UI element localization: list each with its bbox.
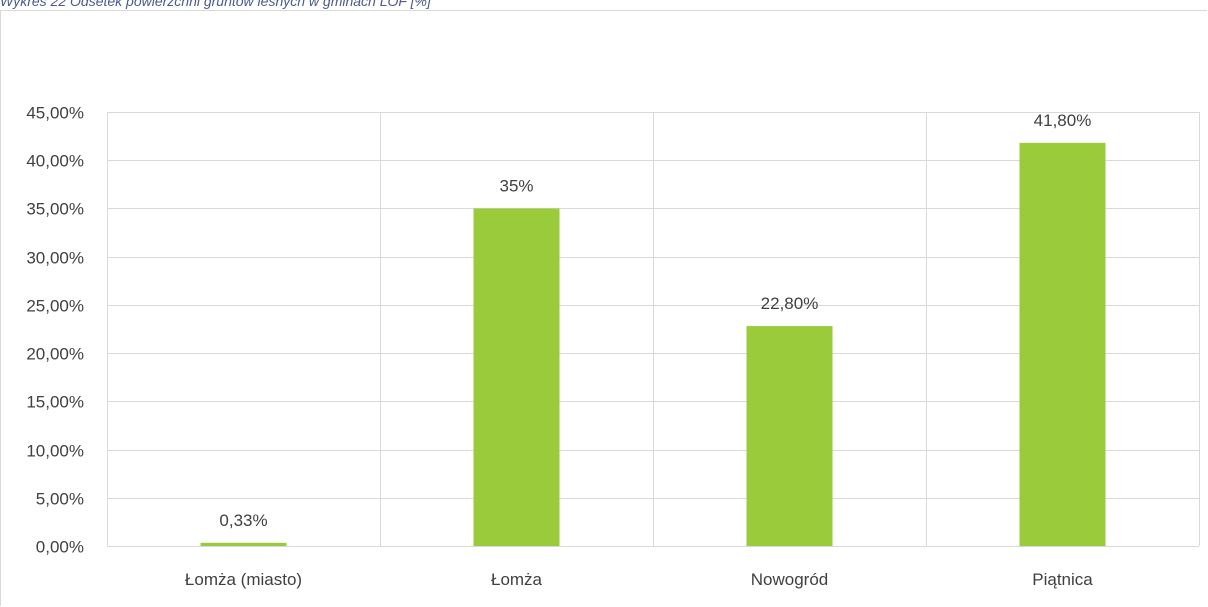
y-tick-label: 35,00% [26,200,84,219]
y-tick-label: 20,00% [26,345,84,364]
bar-3 [1019,142,1106,546]
x-category-label: Łomża [491,570,543,589]
bar-0 [200,542,287,546]
x-category-label: Łomża (miasto) [185,570,302,589]
x-category-label: Piątnica [1032,570,1093,589]
bar-1 [473,208,560,546]
data-label: 22,80% [761,294,819,313]
y-tick-label: 40,00% [26,152,84,171]
data-label: 41,80% [1034,111,1092,130]
y-tick-label: 0,00% [36,538,84,557]
x-category-label: Nowogród [751,570,829,589]
y-tick-label: 30,00% [26,249,84,268]
data-label: 0,33% [219,511,267,530]
data-label: 35% [499,176,533,195]
y-tick-label: 15,00% [26,393,84,412]
bar-2 [746,326,833,546]
chart-caption: Wykres 22 Odsetek powierzchni gruntów le… [0,0,431,9]
y-tick-label: 10,00% [26,442,84,461]
y-tick-label: 5,00% [36,490,84,509]
y-tick-label: 25,00% [26,297,84,316]
y-tick-label: 45,00% [26,104,84,123]
chart-frame [0,10,1207,606]
